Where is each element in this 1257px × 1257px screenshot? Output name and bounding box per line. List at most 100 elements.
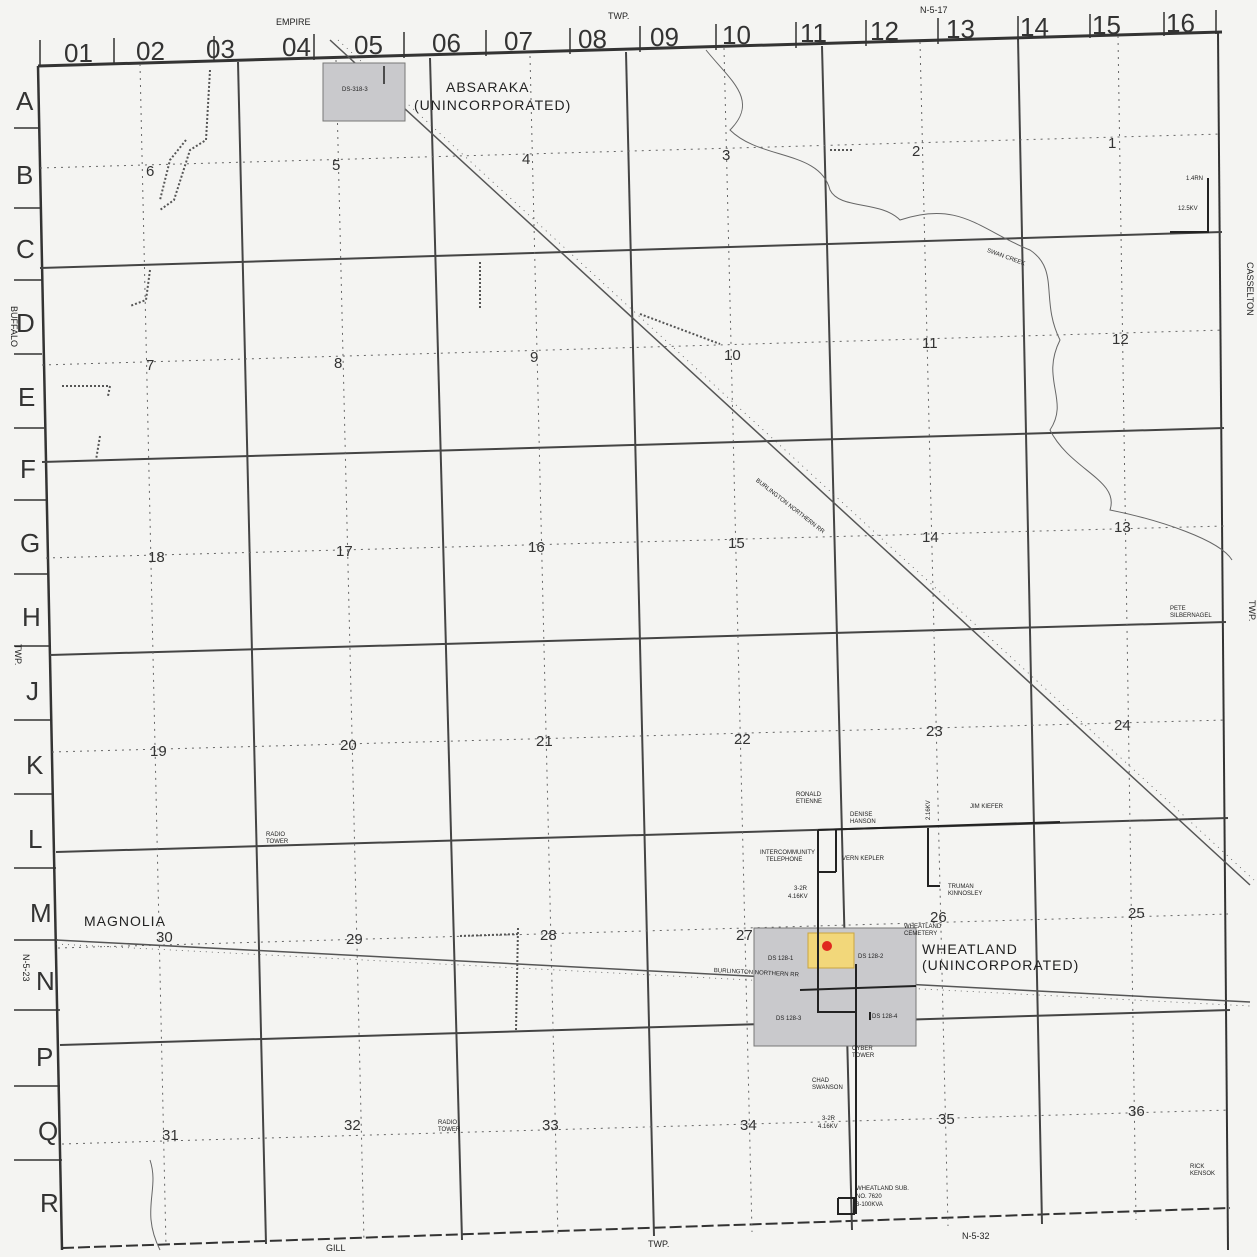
border-label-left-bottom: N-5-23 <box>21 954 31 982</box>
town-magnolia: MAGNOLIA <box>84 913 166 929</box>
grid-column-label: 16 <box>1166 8 1195 38</box>
section-number: 26 <box>930 909 947 926</box>
label-ds-128-1: DS 128-1 <box>768 956 794 962</box>
grid-column-label: 12 <box>870 16 899 46</box>
grid-column-label: 03 <box>206 34 235 64</box>
border-label-twp-top: TWP. <box>608 11 630 21</box>
grid-column-label: 09 <box>650 22 679 52</box>
section-number: 30 <box>156 929 173 946</box>
border-label-casselton: CASSELTON <box>1245 262 1255 316</box>
section-number: 25 <box>1128 905 1145 922</box>
town-absaraka-sub: (UNINCORPORATED) <box>414 97 572 113</box>
section-number: 19 <box>150 743 167 760</box>
label-jim-kiefer: JIM KIEFER <box>970 804 1004 810</box>
label-kv-7: 3-2R <box>822 1116 836 1122</box>
section-number: 9 <box>530 349 539 366</box>
grid-column-label: 08 <box>578 24 607 54</box>
label-ds-318-3: DS-318-3 <box>342 87 368 93</box>
section-number: 11 <box>922 335 938 352</box>
grid-row-label: K <box>26 750 44 780</box>
section-number: 4 <box>522 151 531 168</box>
label-silbernagel: SILBERNAGEL <box>1170 613 1212 619</box>
label-radio-tower-2: TOWER <box>266 839 289 845</box>
grid-column-label: 13 <box>946 14 975 44</box>
section-number: 20 <box>340 737 357 754</box>
label-sub-number: NO. 7620 <box>856 1194 882 1200</box>
border-label-gill: GILL <box>326 1243 346 1253</box>
border-label-top-right: N-5-17 <box>920 5 948 15</box>
label-hanson: HANSON <box>850 819 876 825</box>
grid-row-label: F <box>20 454 36 484</box>
label-pete: PETE <box>1170 606 1186 612</box>
label-telephone: TELEPHONE <box>766 857 803 863</box>
section-number: 10 <box>724 347 741 364</box>
label-kv-4: 2.16KV <box>926 800 932 820</box>
grid-row-label: L <box>28 824 43 854</box>
label-rick: RICK <box>1190 1164 1205 1170</box>
label-kv-3: 12.5KV <box>1178 206 1198 212</box>
section-number: 18 <box>148 549 165 566</box>
label-ds-128-3: DS 128-3 <box>776 1016 802 1022</box>
label-radio-tower-b2: TOWER <box>438 1127 461 1133</box>
section-number: 32 <box>344 1117 361 1134</box>
label-kv-5: 1.4RN <box>1186 176 1204 182</box>
border-label-twp-bottom: TWP. <box>648 1239 670 1249</box>
border-label-bottom-right: N-5-32 <box>962 1231 990 1241</box>
section-number: 27 <box>736 927 753 944</box>
grid-column-label: 05 <box>354 30 383 60</box>
border-label-twp-right: TWP. <box>1247 600 1257 622</box>
label-cyber-tower-1: CYBER <box>852 1046 873 1052</box>
section-number: 13 <box>1114 519 1131 536</box>
grid-row-label: C <box>16 234 35 264</box>
section-number: 21 <box>536 733 553 750</box>
section-number: 31 <box>162 1127 179 1144</box>
label-swanson: SWANSON <box>812 1085 843 1091</box>
section-number: 22 <box>734 731 751 748</box>
label-intercommunity: INTERCOMMUNITY <box>760 850 815 856</box>
label-cyber-tower-2: TOWER <box>852 1053 875 1059</box>
grid-row-label: A <box>16 86 34 116</box>
section-number: 17 <box>336 543 353 560</box>
label-radio-tower-b1: RADIO <box>438 1120 458 1126</box>
section-number: 5 <box>332 157 341 174</box>
section-number: 33 <box>542 1117 559 1134</box>
label-cemetery-2: CEMETERY <box>904 931 938 937</box>
border-label-empire: EMPIRE <box>276 17 311 27</box>
label-truman: TRUMAN <box>948 884 974 890</box>
grid-column-label: 07 <box>504 26 533 56</box>
section-number: 24 <box>1114 717 1131 734</box>
grid-row-label: R <box>40 1188 59 1218</box>
label-etienne: ETIENNE <box>796 799 823 805</box>
label-kv-6: 3-2R <box>794 886 808 892</box>
grid-column-label: 15 <box>1092 10 1121 40</box>
grid-column-label: 02 <box>136 36 165 66</box>
section-number: 8 <box>334 355 343 372</box>
label-sub-name: WHEATLAND SUB. <box>856 1186 909 1192</box>
grid-row-label: H <box>22 602 41 632</box>
section-number: 7 <box>146 357 155 374</box>
section-number: 14 <box>922 529 939 546</box>
label-vern-kepler: VERN KEPLER <box>842 856 885 862</box>
section-number: 6 <box>146 163 155 180</box>
border-label-twp-left: TWP. <box>13 644 23 666</box>
section-number: 23 <box>926 723 943 740</box>
section-number: 2 <box>912 143 921 160</box>
section-number: 1 <box>1108 135 1117 152</box>
grid-column-label: 10 <box>722 20 751 50</box>
section-number: 35 <box>938 1111 955 1128</box>
town-absaraka: ABSARAKA <box>446 79 530 95</box>
label-ronald: RONALD <box>796 792 822 798</box>
section-number: 15 <box>728 535 745 552</box>
section-number: 16 <box>528 539 545 556</box>
label-ds-128-2: DS 128-2 <box>858 954 884 960</box>
section-number: 3 <box>722 147 731 164</box>
section-number: 36 <box>1128 1103 1145 1120</box>
town-wheatland: WHEATLAND <box>922 941 1018 957</box>
border-label-buffalo: BUFFALO <box>9 306 19 348</box>
grid-column-label: 04 <box>282 32 311 62</box>
town-wheatland-sub: (UNINCORPORATED) <box>922 957 1080 973</box>
grid-row-label: Q <box>38 1116 59 1146</box>
grid-row-label: J <box>26 676 39 706</box>
